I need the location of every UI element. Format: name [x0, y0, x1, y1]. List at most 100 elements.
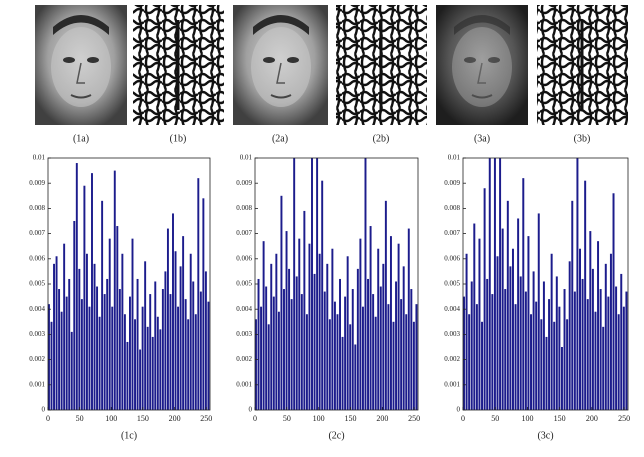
panel-label: (1b) — [170, 133, 187, 144]
histogram-bar — [187, 319, 190, 410]
histogram-bar — [134, 319, 136, 410]
histogram-bar — [318, 253, 321, 410]
y-tick-label: 0.009 — [236, 179, 252, 187]
y-tick-label: 0.007 — [29, 229, 45, 237]
y-tick-label: 0.01 — [240, 154, 253, 162]
histogram-bar — [465, 253, 468, 410]
image-2a — [233, 5, 328, 125]
y-tick-label: 0.004 — [236, 305, 252, 313]
histogram-bar — [63, 243, 66, 410]
histogram-bar — [333, 301, 336, 410]
histogram-bar — [553, 321, 556, 410]
histogram-bar — [468, 314, 471, 410]
y-tick-label: 0.006 — [236, 254, 252, 262]
histogram-bar — [267, 324, 270, 410]
y-tick-label: 0.01 — [448, 154, 461, 162]
x-tick-label: 250 — [200, 414, 212, 423]
histogram-bar — [463, 296, 465, 410]
histogram-bar — [111, 306, 114, 410]
histogram-bar — [475, 304, 478, 410]
histogram-bar — [116, 226, 119, 410]
image-1a — [35, 5, 127, 125]
histogram-bar — [566, 319, 569, 410]
image-3b — [537, 5, 628, 125]
histogram-bar — [255, 319, 257, 410]
x-axis-label: (3c) — [537, 430, 553, 441]
histogram-bar — [283, 289, 285, 410]
histogram-bar — [144, 261, 147, 410]
histogram-bar — [85, 253, 88, 410]
histogram-bar — [121, 253, 124, 410]
histogram-bar — [326, 263, 329, 410]
x-axis-label: (1c) — [121, 430, 137, 441]
histogram-bar — [189, 253, 192, 410]
histogram-bar — [514, 304, 517, 410]
histogram-bar — [364, 158, 367, 410]
histogram-bar — [341, 336, 344, 410]
y-tick-label: 0 — [457, 406, 461, 414]
y-tick-label: 0.007 — [444, 229, 460, 237]
histogram-bar — [504, 289, 507, 410]
y-tick-label: 0.005 — [236, 280, 252, 288]
x-tick-label: 250 — [618, 414, 630, 423]
histogram-bar — [103, 294, 106, 410]
histogram-bar — [530, 314, 533, 410]
x-tick-label: 150 — [137, 414, 149, 423]
histogram-bar — [405, 314, 408, 410]
histogram-bar — [298, 238, 301, 410]
histogram-bar — [184, 299, 187, 410]
histogram-bar — [511, 248, 514, 410]
histogram-bar — [496, 256, 499, 410]
histogram-bar — [262, 241, 265, 410]
x-tick-label: 50 — [76, 414, 84, 423]
histogram-bar — [509, 266, 512, 410]
histogram-bar — [70, 331, 73, 410]
histogram-bar — [118, 289, 121, 410]
histogram-bar — [270, 263, 273, 410]
histogram-bar — [612, 193, 615, 410]
histogram-bar — [607, 296, 610, 410]
histogram-bar — [478, 238, 481, 410]
histogram-bar — [535, 301, 538, 410]
histogram-bar — [172, 213, 174, 410]
x-tick-label: 150 — [345, 414, 357, 423]
histogram-bar — [609, 253, 612, 410]
histogram-bar — [300, 294, 303, 410]
histogram-bar — [617, 314, 620, 410]
histogram-bar — [331, 248, 334, 410]
histogram-bar — [604, 263, 607, 410]
histogram-bar — [615, 286, 618, 410]
histogram-bar — [392, 321, 395, 410]
histogram-bar — [260, 306, 263, 410]
histogram-bar — [377, 248, 380, 410]
y-tick-label: 0.006 — [444, 254, 460, 262]
y-tick-label: 0.004 — [444, 305, 460, 313]
histogram-bar — [410, 289, 413, 410]
histogram-bar — [400, 299, 403, 410]
histogram-bar — [374, 316, 377, 410]
histogram-bar — [481, 321, 484, 410]
histogram-bar — [75, 163, 78, 410]
histogram-bar — [55, 256, 58, 410]
histogram-bar — [295, 276, 298, 410]
histogram-bar — [488, 158, 491, 410]
histogram-bar — [159, 329, 162, 410]
histogram-bar — [519, 276, 522, 410]
histogram-bar — [288, 268, 291, 410]
panel-label: (2a) — [272, 133, 288, 144]
histogram-bar — [397, 243, 400, 410]
histogram-bar — [50, 321, 53, 410]
histogram-bar — [584, 180, 587, 410]
x-tick-label: 100 — [105, 414, 117, 423]
histogram-bar — [53, 263, 55, 410]
y-tick-label: 0.001 — [236, 380, 252, 388]
histogram-bar — [599, 289, 602, 410]
histogram-bar — [470, 281, 473, 410]
histogram-bar — [197, 178, 200, 410]
histogram-bar — [48, 304, 50, 410]
histogram-bar — [346, 256, 349, 410]
x-axis-label: (2c) — [328, 430, 344, 441]
y-tick-label: 0.008 — [236, 204, 252, 212]
x-tick-label: 150 — [554, 414, 566, 423]
